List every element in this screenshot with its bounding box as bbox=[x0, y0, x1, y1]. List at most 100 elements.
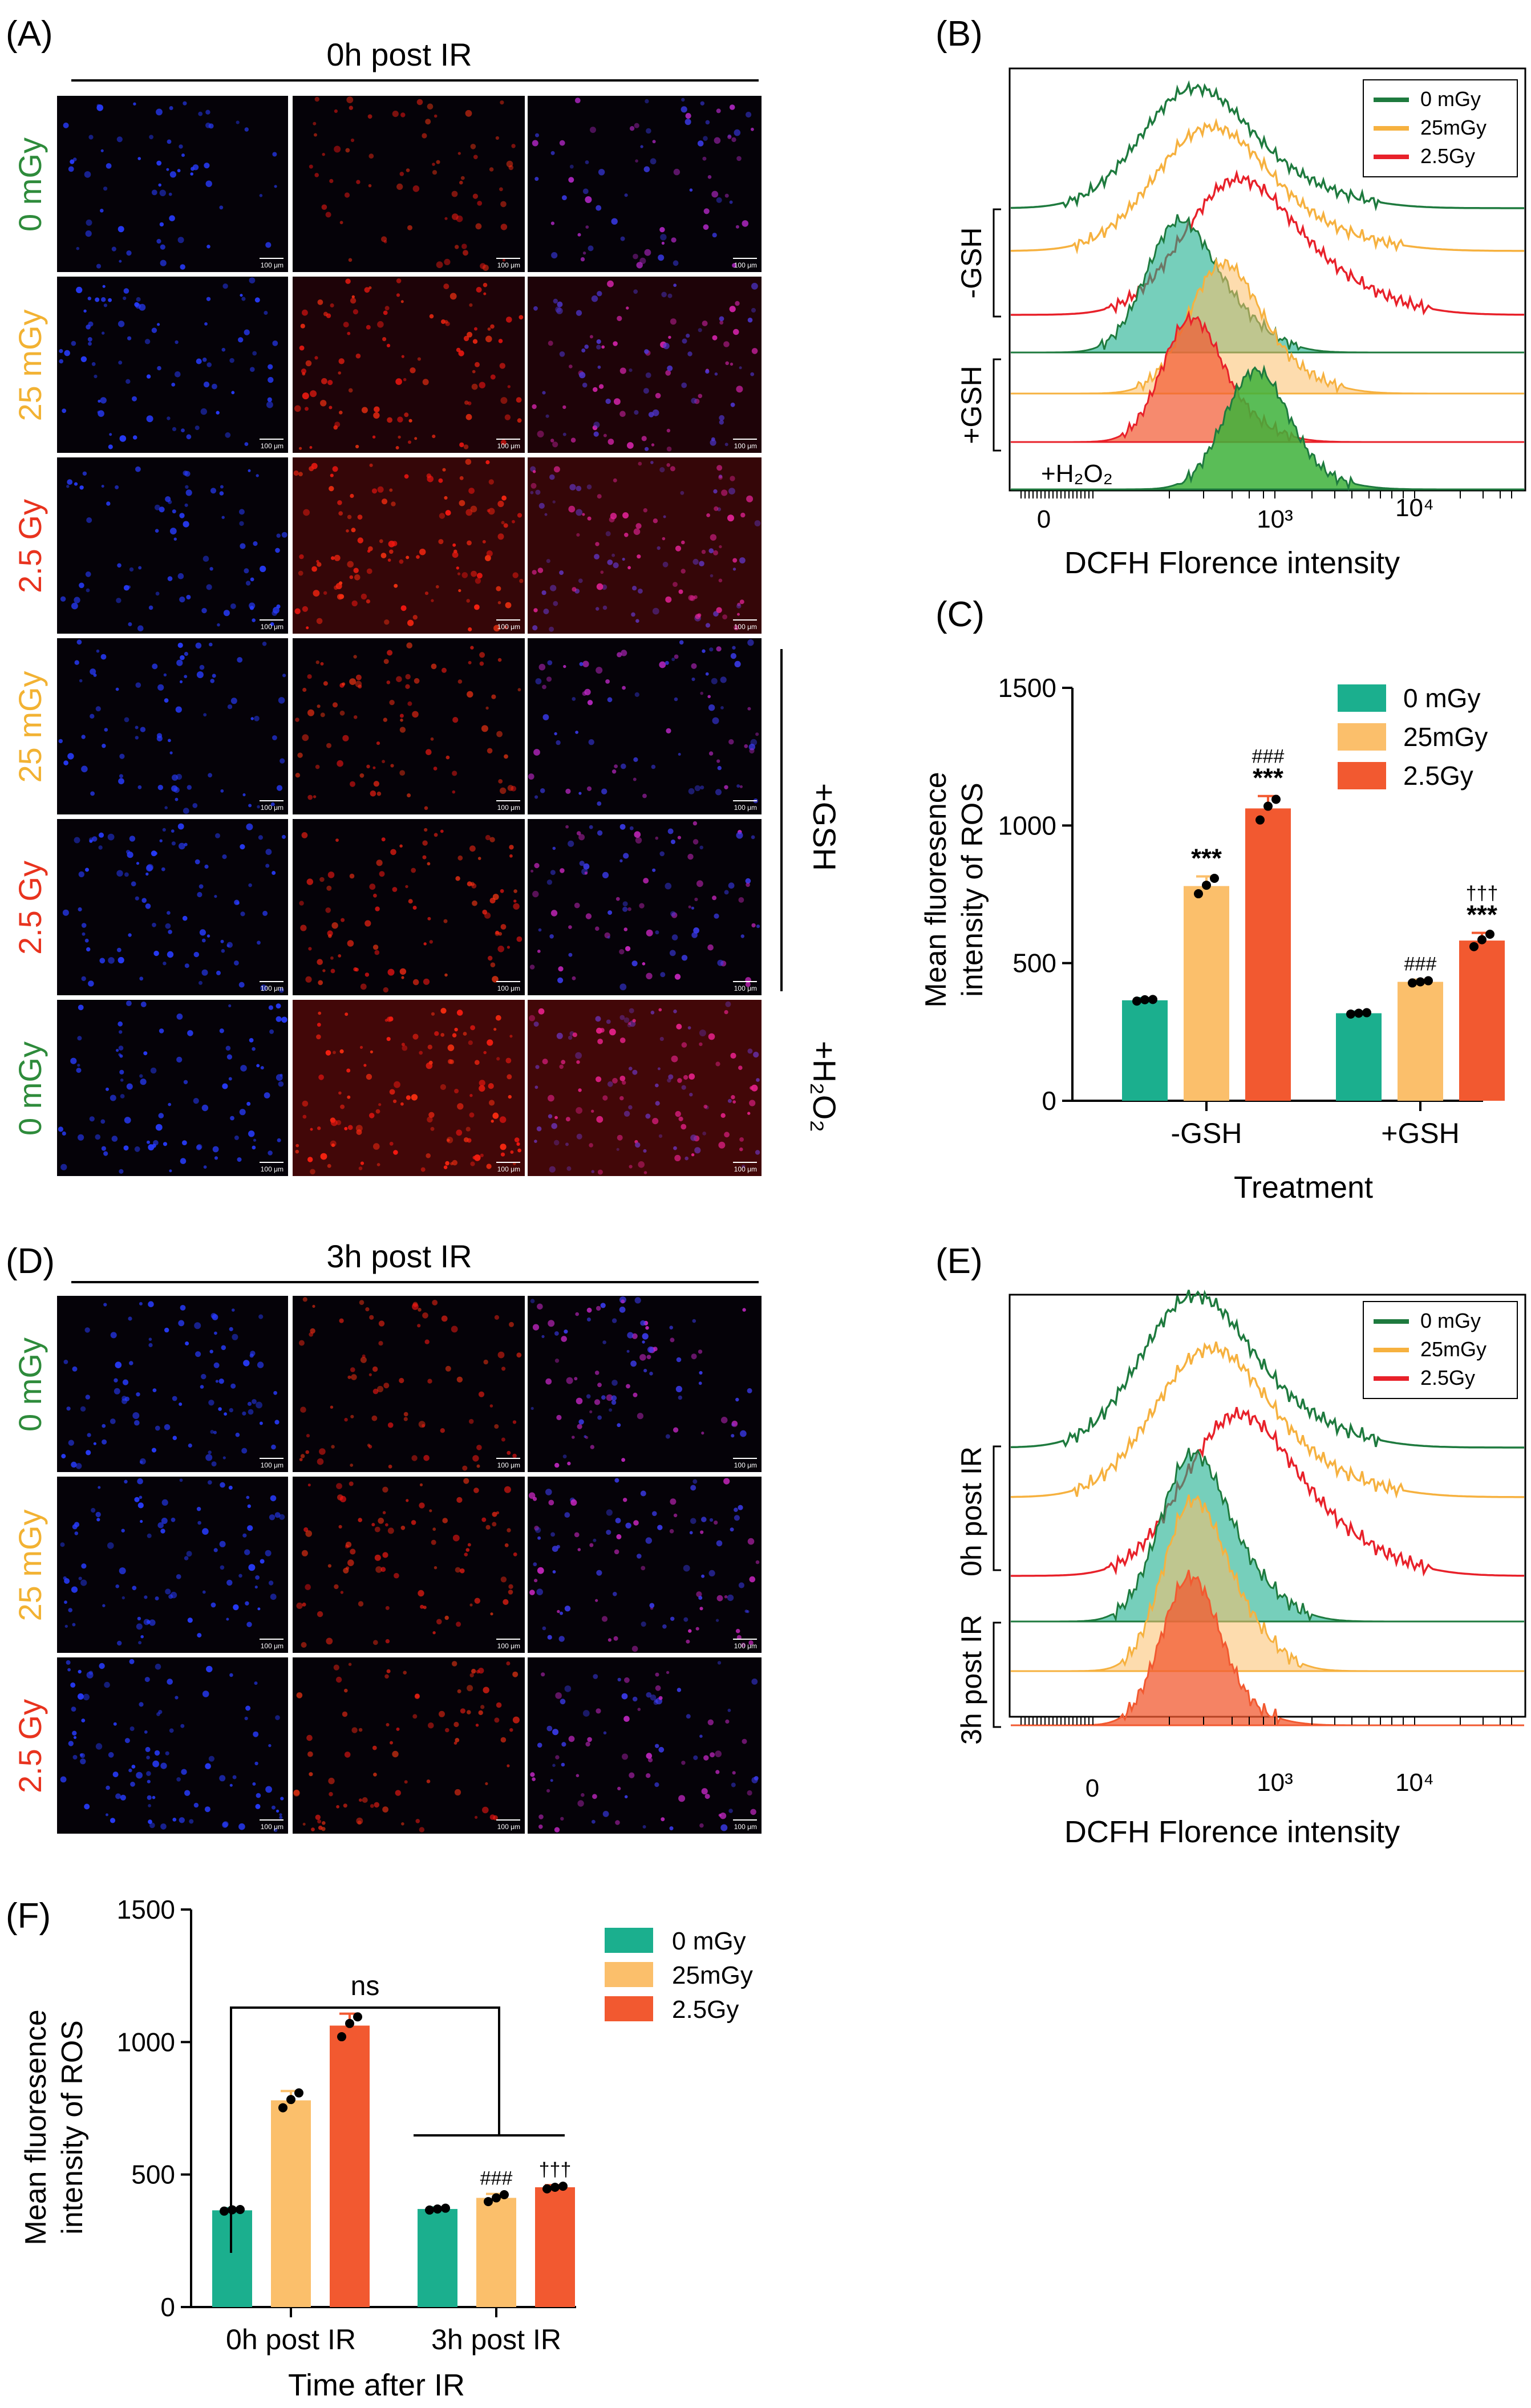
ns-bracket bbox=[230, 2006, 500, 2253]
y-tick-label: 0 bbox=[1042, 1086, 1056, 1116]
xtick-e-2: 10⁴ bbox=[1395, 1769, 1434, 1797]
hist-e-0mgy-3h bbox=[1011, 1448, 1524, 1623]
panel-c: (C) Mean fluoresence intensity of ROS 0 5… bbox=[920, 595, 1505, 1205]
hist-b-25mgy-minus bbox=[1011, 117, 1524, 255]
legend-c-label-0: 0 mGy bbox=[1403, 683, 1480, 713]
data-point bbox=[1346, 1009, 1355, 1019]
data-point bbox=[1424, 976, 1433, 986]
xtick-e-0: 0 bbox=[1086, 1774, 1099, 1802]
xlabel-f: Time after IR bbox=[288, 2368, 465, 2402]
panel-b-letter: (B) bbox=[935, 14, 983, 54]
panel-f: (F) Mean fluoresence intensity of ROS 0 5… bbox=[6, 1895, 753, 2402]
micrograph-tile bbox=[57, 1000, 288, 1176]
minus-gsh-bracket bbox=[993, 208, 1001, 318]
group-0h-label: 0h post IR bbox=[955, 1446, 987, 1576]
micrograph-tile bbox=[528, 638, 762, 814]
bar bbox=[1398, 982, 1443, 1101]
group-0h-bracket bbox=[993, 1445, 1001, 1571]
scale-bar-label: 100 μm bbox=[497, 623, 520, 631]
scale-bar-label: 100 μm bbox=[734, 804, 757, 812]
xlabel-b: DCFH Florence intensity bbox=[1064, 546, 1400, 580]
legend-f-label-1: 25mGy bbox=[672, 1961, 753, 1989]
panel-d: (D) 3h post IR 0 mGy 100 μm 100 μm 100 μm 25… bbox=[6, 1238, 762, 1834]
stain-wash bbox=[528, 1000, 762, 1176]
scale-bar-label: 100 μm bbox=[497, 984, 520, 992]
histogram-b bbox=[1011, 80, 1524, 498]
bar bbox=[1122, 1000, 1168, 1101]
micrograph-tile bbox=[57, 96, 288, 272]
panel-b: (B) 0 mGy 25mGy 2.5Gy -GSH +GSH +H₂O₂ 0 … bbox=[935, 14, 1526, 580]
cell-dots bbox=[299, 828, 523, 993]
micrograph-tile bbox=[528, 1477, 762, 1653]
scale-bar-label: 100 μm bbox=[734, 1165, 757, 1173]
ylabel-f-line1: Mean fluoresence bbox=[19, 2009, 52, 2245]
stain-wash bbox=[293, 457, 525, 634]
cell-dots bbox=[529, 821, 760, 991]
cell-dots bbox=[530, 461, 761, 632]
x-tick-label: 0h post IR bbox=[226, 2324, 356, 2356]
data-point bbox=[558, 2182, 568, 2191]
cell-dots bbox=[62, 823, 286, 993]
data-point bbox=[345, 2018, 354, 2028]
legend-c-swatch-2 bbox=[1338, 762, 1386, 789]
scale-bar-label: 100 μm bbox=[497, 1461, 520, 1469]
cell-dots bbox=[61, 1301, 280, 1469]
legend-e: 0 mGy 25mGy 2.5Gy bbox=[1363, 1301, 1518, 1399]
y-tick-label: 1500 bbox=[117, 1895, 175, 1924]
cell-dots bbox=[293, 459, 524, 632]
stain-wash bbox=[293, 1000, 525, 1176]
cell-dots bbox=[298, 1297, 522, 1471]
micrograph-tile bbox=[57, 277, 288, 453]
cell-dots bbox=[295, 642, 521, 810]
ylabel-c-line1: Mean fluoresence bbox=[920, 772, 953, 1007]
significance-label: ††† bbox=[539, 2159, 572, 2180]
cell-dots bbox=[532, 98, 754, 269]
micrograph-tile bbox=[57, 1296, 288, 1472]
hist-b-25gy-minus bbox=[1011, 169, 1524, 316]
scale-bar-label: 100 μm bbox=[261, 1642, 283, 1650]
data-point bbox=[1271, 794, 1281, 804]
row-dose-label: 0 mGy bbox=[12, 1337, 48, 1432]
legend-e-label-2: 2.5Gy bbox=[1420, 1366, 1475, 1389]
cell-dots bbox=[59, 277, 278, 449]
data-point bbox=[1202, 881, 1211, 890]
data-point bbox=[1255, 815, 1265, 825]
ylabel-f-line2: intensity of ROS bbox=[56, 2020, 89, 2235]
cell-dots bbox=[530, 1296, 752, 1468]
significance-label: *** bbox=[1253, 763, 1283, 793]
significance-label: ### bbox=[480, 2168, 513, 2190]
cell-dots bbox=[296, 1478, 517, 1648]
scale-bar-label: 100 μm bbox=[734, 261, 757, 269]
data-point bbox=[294, 2088, 303, 2098]
minus-gsh-label: -GSH bbox=[955, 228, 987, 299]
data-point bbox=[433, 2204, 442, 2214]
bar bbox=[1184, 886, 1229, 1101]
bar bbox=[535, 2187, 575, 2307]
data-point bbox=[1132, 996, 1141, 1006]
scale-bar-label: 100 μm bbox=[261, 804, 283, 812]
cell-dots bbox=[63, 101, 277, 270]
micrograph-tile bbox=[57, 1657, 288, 1834]
scale-bar-label: 100 μm bbox=[261, 1823, 283, 1831]
xtick-b-1: 10³ bbox=[1257, 505, 1293, 533]
scale-bar-label: 100 μm bbox=[734, 442, 757, 450]
micrograph-grid-0h: 0 mGy 100 μm 100 μm 100 μm 25 mGy 100 μm 100 μ… bbox=[12, 96, 762, 1176]
legend-b-label-2: 2.5Gy bbox=[1420, 144, 1475, 168]
plus-gsh-bracket bbox=[993, 358, 1001, 452]
legend-f-label-2: 2.5Gy bbox=[672, 1996, 739, 2024]
data-point bbox=[286, 2095, 295, 2105]
cell-dots bbox=[530, 1661, 759, 1833]
x-tick-label: +GSH bbox=[1381, 1117, 1460, 1149]
scale-bar-label: 100 μm bbox=[261, 261, 283, 269]
panel-e: (E) 0 mGy 25mGy 2.5Gy 0h post IR 3h post… bbox=[935, 1242, 1526, 1849]
histogram-frame-b bbox=[1008, 67, 1526, 492]
legend-c-label-2: 2.5Gy bbox=[1403, 761, 1473, 790]
stain-wash bbox=[528, 457, 762, 634]
cell-dots bbox=[295, 1008, 521, 1175]
data-point bbox=[337, 2032, 346, 2042]
scale-bar-label: 100 μm bbox=[734, 984, 757, 992]
hist-e-25mgy-0h bbox=[1011, 1341, 1524, 1499]
legend-c-label-1: 25mGy bbox=[1403, 722, 1488, 752]
data-point bbox=[1140, 995, 1149, 1004]
hist-e-25mgy-3h bbox=[1011, 1494, 1524, 1672]
